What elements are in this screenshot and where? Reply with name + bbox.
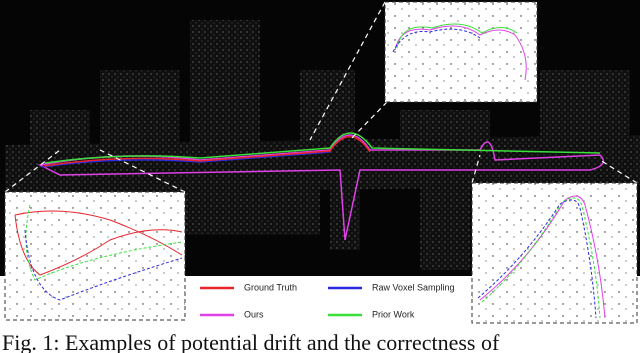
trajectories — [37, 132, 605, 241]
inset-top — [384, 1, 538, 103]
legend-label: Ground Truth — [244, 282, 297, 292]
legend-label: Prior Work — [372, 309, 415, 319]
inset-left — [4, 191, 186, 321]
inset-right — [471, 182, 638, 324]
caption: Fig. 1: Examples of potential drift and … — [2, 330, 500, 353]
legend: Ground Truth Raw Voxel Sampling Ours Prior … — [200, 282, 455, 319]
legend-label: Raw Voxel Sampling — [372, 282, 455, 292]
legend-label: Ours — [244, 309, 264, 319]
connectors — [4, 1, 638, 193]
